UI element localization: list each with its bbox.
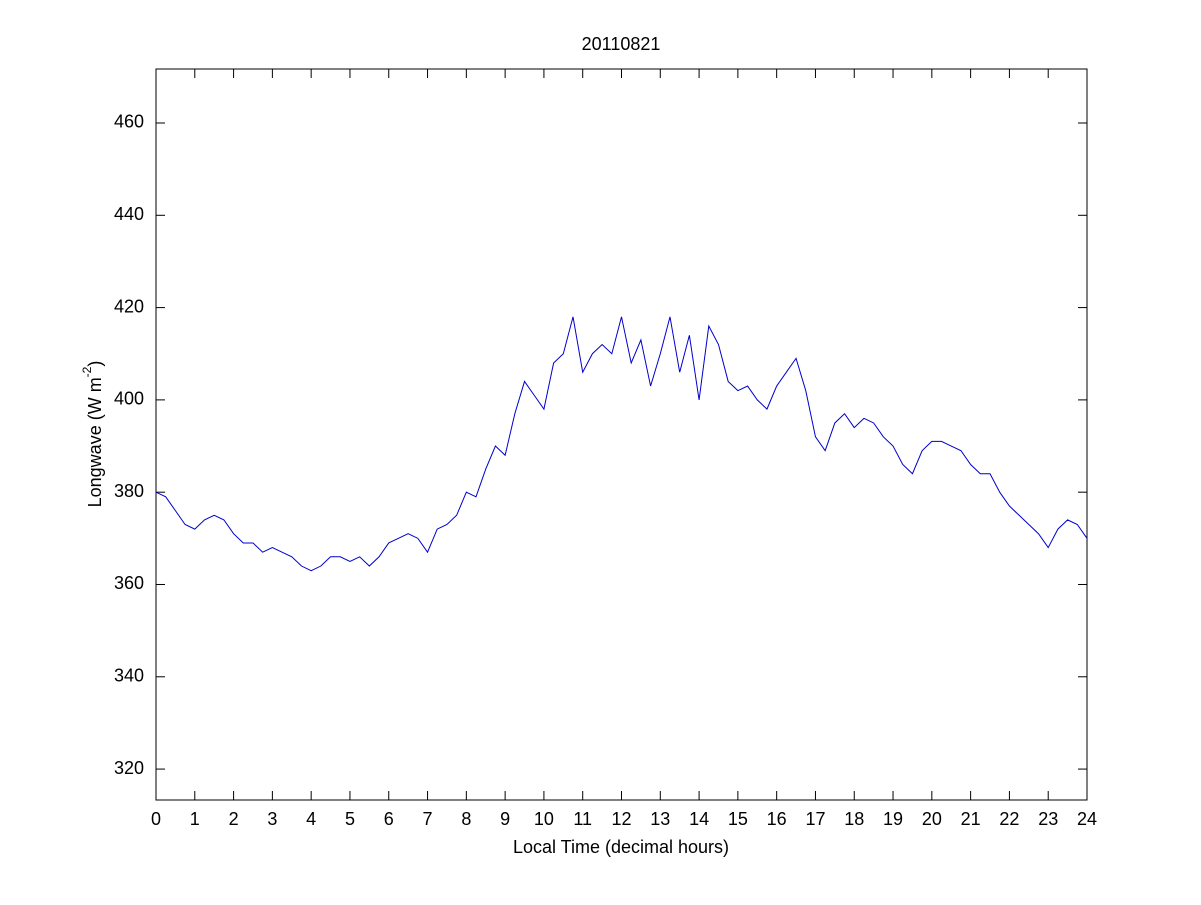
x-tick-label: 20: [922, 809, 942, 829]
y-tick-label: 380: [114, 481, 144, 501]
y-tick-label: 440: [114, 204, 144, 224]
y-tick-label: 400: [114, 389, 144, 409]
y-label-tail: ): [85, 361, 105, 367]
y-tick-label: 360: [114, 573, 144, 593]
y-label-sup: -2: [80, 366, 94, 377]
x-tick-label: 1: [190, 809, 200, 829]
x-tick-label: 8: [461, 809, 471, 829]
x-tick-label: 2: [229, 809, 239, 829]
x-tick-label: 21: [961, 809, 981, 829]
x-tick-label: 16: [767, 809, 787, 829]
x-tick-label: 9: [500, 809, 510, 829]
y-tick-label: 320: [114, 758, 144, 778]
x-tick-label: 12: [611, 809, 631, 829]
y-tick-label: 460: [114, 112, 144, 132]
x-tick-label: 5: [345, 809, 355, 829]
x-tick-label: 0: [151, 809, 161, 829]
x-tick-label: 3: [267, 809, 277, 829]
y-label-text: Longwave (W m: [85, 377, 105, 507]
data-line: [155, 316, 1088, 572]
x-tick-label: 23: [1038, 809, 1058, 829]
x-tick-label: 11: [573, 809, 592, 829]
x-tick-label: 7: [423, 809, 433, 829]
y-tick-label: 420: [114, 296, 144, 316]
x-tick-label: 14: [689, 809, 709, 829]
x-tick-label: 24: [1077, 809, 1097, 829]
x-tick-label: 18: [844, 809, 864, 829]
x-tick-label: 17: [805, 809, 825, 829]
x-tick-label: 4: [306, 809, 316, 829]
x-tick-label: 10: [534, 809, 554, 829]
x-tick-label: 6: [384, 809, 394, 829]
x-tick-label: 13: [650, 809, 670, 829]
chart-title: 20110821: [582, 34, 661, 54]
y-axis-label: Longwave (W m-2): [80, 361, 105, 508]
y-tick-label: 340: [114, 666, 144, 686]
x-tick-label: 22: [999, 809, 1019, 829]
x-axis-label: Local Time (decimal hours): [513, 837, 729, 857]
x-tick-label: 19: [883, 809, 903, 829]
x-tick-label: 15: [728, 809, 748, 829]
